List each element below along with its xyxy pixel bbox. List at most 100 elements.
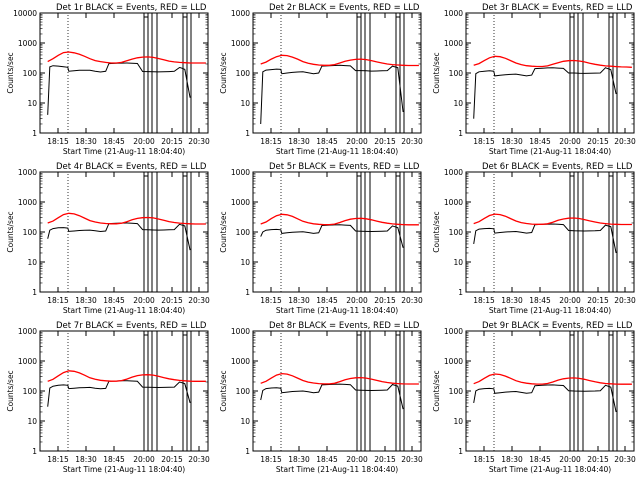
- y-axis-label: Counts/sec: [432, 52, 441, 93]
- x-tick-label: 20:30: [188, 455, 210, 464]
- y-tick-label: 1: [32, 288, 37, 297]
- y-tick-label: 1: [32, 447, 37, 456]
- x-axis-label: Start Time (21-Aug-11 18:04:40): [63, 147, 185, 156]
- x-tick-label: 20:00: [133, 296, 155, 305]
- x-tick-label: 18:30: [75, 455, 97, 464]
- y-tick-label: 1: [458, 447, 463, 456]
- y-tick-label: 1000: [231, 9, 250, 18]
- y-tick-label: 1000: [444, 357, 463, 366]
- y-tick-label: 10: [27, 417, 37, 426]
- x-tick-label: 18:15: [260, 137, 282, 146]
- y-tick-label: 1000: [18, 39, 37, 48]
- x-tick-label: 18:15: [260, 296, 282, 305]
- x-tick-label: 20:00: [346, 137, 368, 146]
- events-rate-line: [473, 223, 617, 254]
- x-tick-label: 20:00: [133, 455, 155, 464]
- x-tick-label: 18:45: [529, 137, 551, 146]
- x-tick-label: 18:45: [529, 296, 551, 305]
- x-tick-label: 20:15: [374, 137, 396, 146]
- y-tick-label: 1000: [231, 39, 250, 48]
- panel-det-6: Det 6r BLACK = Events, RED = LLD 1 10 100 10…: [432, 162, 636, 315]
- events-rate-line: [260, 224, 404, 248]
- y-tick-label: 1: [458, 129, 463, 138]
- lld-rate-line: [47, 370, 206, 382]
- x-tick-label: 20:15: [161, 455, 183, 464]
- x-tick-label: 18:45: [103, 137, 125, 146]
- y-tick-label: 100: [236, 228, 251, 237]
- y-tick-label: 10: [240, 417, 250, 426]
- events-rate-line: [47, 62, 191, 115]
- x-axis-label: Start Time (21-Aug-11 18:04:40): [63, 306, 185, 315]
- x-tick-label: 18:30: [75, 296, 97, 305]
- x-tick-label: 20:30: [614, 455, 636, 464]
- events-rate-line: [473, 384, 617, 413]
- x-axis-label: Start Time (21-Aug-11 18:04:40): [489, 306, 611, 315]
- y-tick-label: 10: [453, 99, 463, 108]
- y-tick-label: 1: [458, 288, 463, 297]
- y-tick-label: 1: [245, 447, 250, 456]
- x-tick-label: 20:30: [188, 137, 210, 146]
- lld-rate-line: [260, 213, 419, 226]
- y-tick-label: 1000: [18, 168, 37, 177]
- x-tick-label: 18:30: [288, 455, 310, 464]
- x-tick-label: 20:30: [401, 296, 423, 305]
- panel-title: Det 1r BLACK = Events, RED = LLD: [56, 3, 207, 13]
- lld-rate-line: [473, 55, 632, 68]
- y-tick-label: 1: [245, 288, 250, 297]
- y-tick-label: 100: [23, 69, 38, 78]
- y-tick-label: 100: [23, 228, 38, 237]
- x-tick-label: 20:15: [587, 137, 609, 146]
- x-tick-label: 20:30: [401, 455, 423, 464]
- panel-title: Det 7r BLACK = Events, RED = LLD: [56, 321, 207, 331]
- panel-det-2: Det 2r BLACK = Events, RED = LLD 1 10 100 10…: [219, 3, 423, 156]
- y-tick-label: 1000: [18, 198, 37, 207]
- y-axis-label: Counts/sec: [6, 211, 15, 252]
- lld-rate-line: [473, 373, 632, 385]
- x-tick-label: 18:30: [75, 137, 97, 146]
- y-tick-label: 100: [449, 387, 464, 396]
- panel-title: Det 4r BLACK = Events, RED = LLD: [56, 162, 207, 172]
- x-tick-label: 18:30: [501, 137, 523, 146]
- x-tick-label: 18:30: [501, 455, 523, 464]
- x-tick-label: 20:30: [614, 296, 636, 305]
- x-tick-label: 18:15: [260, 455, 282, 464]
- y-tick-label: 1000: [444, 9, 463, 18]
- x-tick-label: 18:15: [47, 137, 69, 146]
- y-axis-label: Counts/sec: [6, 370, 15, 411]
- x-tick-label: 20:30: [188, 296, 210, 305]
- y-tick-label: 100: [236, 69, 251, 78]
- x-tick-label: 20:00: [133, 137, 155, 146]
- x-tick-label: 20:00: [346, 455, 368, 464]
- panel-title: Det 9r BLACK = Events, RED = LLD: [482, 321, 633, 331]
- y-tick-label: 10: [240, 258, 250, 267]
- x-tick-label: 18:45: [103, 455, 125, 464]
- x-tick-label: 20:15: [161, 137, 183, 146]
- lld-rate-line: [260, 372, 419, 385]
- y-tick-label: 1000: [444, 168, 463, 177]
- y-tick-label: 1000: [231, 198, 250, 207]
- events-rate-line: [47, 222, 191, 251]
- y-tick-label: 10: [453, 417, 463, 426]
- y-axis-label: Counts/sec: [432, 370, 441, 411]
- x-tick-label: 18:45: [316, 137, 338, 146]
- y-tick-label: 100: [236, 387, 251, 396]
- x-tick-label: 20:00: [559, 455, 581, 464]
- y-tick-label: 1000: [444, 327, 463, 336]
- lld-rate-line: [260, 54, 419, 67]
- panel-det-9: Det 9r BLACK = Events, RED = LLD 1 10 100 10…: [432, 321, 636, 474]
- x-tick-label: 20:15: [374, 296, 396, 305]
- y-tick-label: 100: [449, 228, 464, 237]
- lld-rate-line: [473, 213, 632, 226]
- x-axis-label: Start Time (21-Aug-11 18:04:40): [489, 465, 611, 474]
- x-axis-label: Start Time (21-Aug-11 18:04:40): [276, 306, 398, 315]
- x-axis-label: Start Time (21-Aug-11 18:04:40): [276, 147, 398, 156]
- x-tick-label: 18:15: [473, 455, 495, 464]
- x-tick-label: 20:30: [614, 137, 636, 146]
- y-tick-label: 1000: [444, 39, 463, 48]
- y-axis-label: Counts/sec: [6, 52, 15, 93]
- y-tick-label: 10: [240, 99, 250, 108]
- y-tick-label: 1000: [231, 357, 250, 366]
- lld-rate-line: [47, 212, 206, 225]
- lld-rate-line: [47, 51, 206, 64]
